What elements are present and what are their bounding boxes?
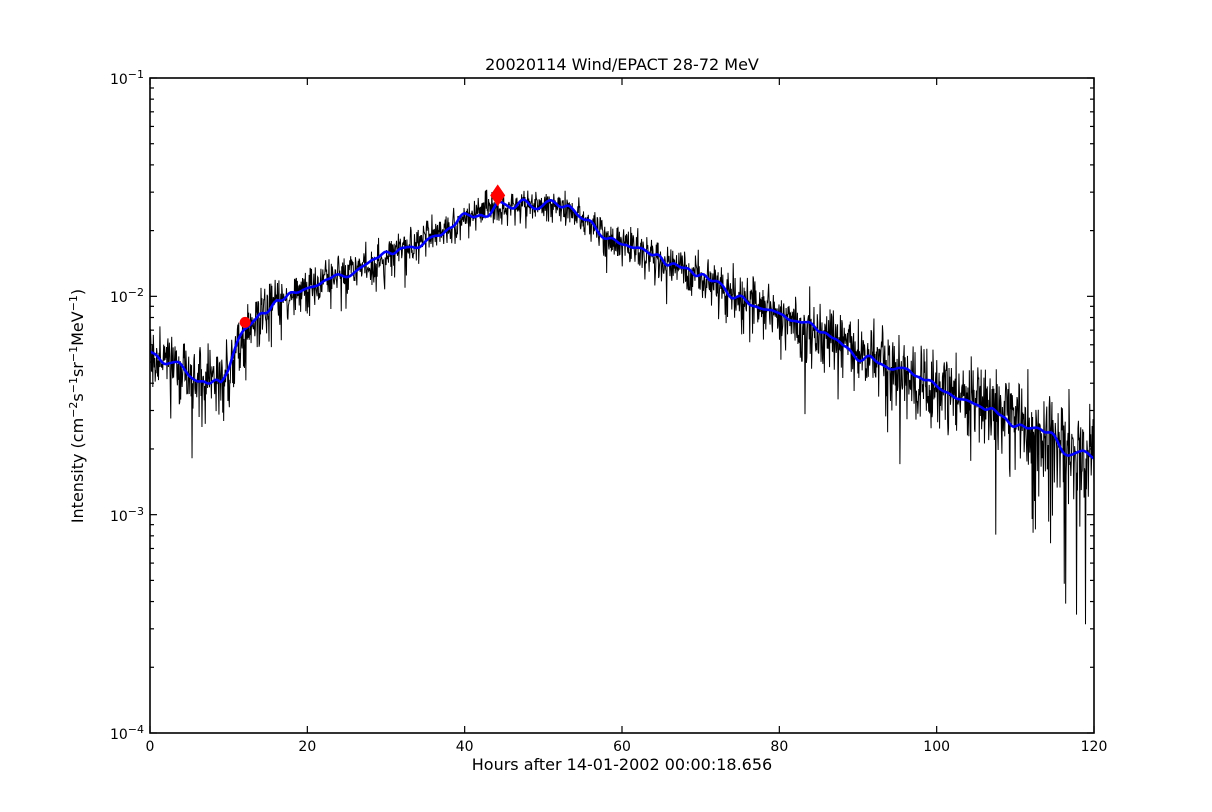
x-tick-label: 100 bbox=[923, 739, 951, 755]
x-tick-label: 120 bbox=[1080, 739, 1108, 755]
x-tick-label: 40 bbox=[455, 739, 474, 755]
y-tick-label: 10−4 bbox=[109, 723, 144, 743]
onset-marker bbox=[239, 316, 251, 328]
x-tick-label: 20 bbox=[298, 739, 317, 755]
x-tick-label: 60 bbox=[613, 739, 631, 755]
smoothed-intensity-line bbox=[150, 198, 1094, 460]
y-tick-label: 10−2 bbox=[109, 286, 144, 307]
y-tick-label: 10−1 bbox=[109, 68, 144, 88]
x-axis-label: Hours after 14-01-2002 00:00:18.656 bbox=[471, 755, 773, 774]
plot-border bbox=[149, 77, 1095, 734]
chart-title: 20020114 Wind/EPACT 28-72 MeV bbox=[485, 55, 759, 74]
peak-marker bbox=[490, 184, 506, 207]
y-tick-label: 10−3 bbox=[109, 504, 144, 525]
raw-intensity-line bbox=[150, 189, 1094, 625]
x-tick-label: 80 bbox=[770, 739, 789, 755]
y-axis-label: Intensity (cm−2s−1sr−1MeV−1) bbox=[66, 288, 88, 524]
x-tick-label: 0 bbox=[145, 739, 155, 755]
